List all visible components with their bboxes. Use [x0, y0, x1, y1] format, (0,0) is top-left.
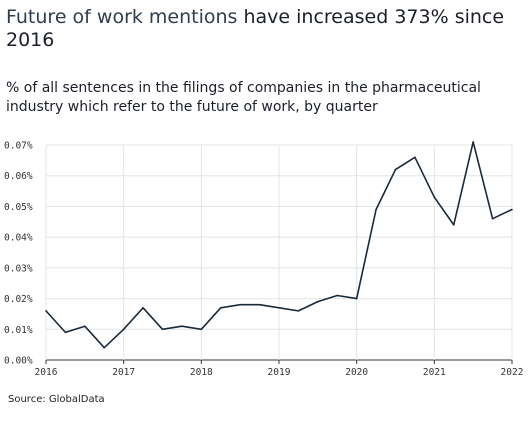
data-point — [239, 303, 241, 306]
data-point — [355, 297, 358, 300]
x-tick-label: 2021 — [423, 367, 446, 378]
x-tick: 2022 — [501, 367, 524, 378]
data-point — [122, 328, 125, 331]
x-tick: 2021 — [423, 367, 446, 378]
chart-title: Future of work mentions have increased 3… — [6, 6, 516, 52]
x-tick: 2020 — [345, 367, 368, 378]
data-point — [142, 306, 144, 309]
data-point — [317, 300, 319, 303]
data-point — [181, 325, 183, 328]
data-point — [491, 217, 494, 220]
data-point — [452, 224, 455, 226]
y-tick: 0.04% — [4, 233, 33, 244]
y-tick-label: 0.05% — [4, 202, 33, 213]
y-tick: 0.03% — [4, 263, 33, 274]
x-tick: 2018 — [190, 367, 213, 378]
x-tick-label: 2018 — [190, 367, 213, 378]
x-tick: 2017 — [112, 367, 135, 378]
data-point — [278, 306, 280, 309]
data-point — [219, 306, 222, 309]
y-tick-label: 0.02% — [4, 294, 33, 305]
x-tick-label: 2016 — [35, 367, 58, 378]
data-point — [297, 310, 300, 312]
y-tick-label: 0.06% — [4, 171, 33, 182]
axis-layer: 0.00% 0.01% 0.02% 0.03% 0.04% 0.05% 0.06% 0.07%… — [4, 141, 523, 379]
data-point — [258, 303, 261, 306]
series-layer — [45, 141, 513, 349]
grid-layer — [45, 144, 513, 361]
x-tick-label: 2020 — [345, 367, 368, 378]
chart-subtitle: % of all sentences in the filings of com… — [6, 80, 481, 115]
data-point — [433, 196, 436, 199]
data-point — [84, 325, 86, 328]
data-point — [414, 156, 416, 159]
data-point — [161, 328, 164, 331]
chart-title-rest: have increased 373% since 2016 — [6, 6, 505, 51]
chart-title-highlight: Future of work mentions — [6, 6, 238, 28]
x-tick-label: 2017 — [112, 367, 135, 378]
y-tick: 0.02% — [4, 294, 33, 305]
y-tick-label: 0.04% — [4, 233, 33, 244]
data-point — [394, 168, 397, 171]
y-tick-label: 0.01% — [4, 325, 33, 336]
y-tick-label: 0.07% — [4, 141, 33, 152]
data-point — [375, 208, 377, 211]
x-tick: 2016 — [35, 367, 58, 378]
y-tick-label: 0.03% — [4, 263, 33, 274]
data-point — [103, 346, 106, 349]
y-tick: 0.00% — [4, 356, 33, 367]
data-point — [511, 208, 513, 211]
x-tick-label: 2022 — [501, 367, 524, 378]
y-tick-label: 0.00% — [4, 356, 33, 367]
data-point — [472, 141, 474, 143]
source-note: Source: GlobalData — [8, 394, 105, 405]
y-tick: 0.01% — [4, 325, 33, 336]
x-tick: 2019 — [268, 367, 291, 378]
data-point — [200, 328, 203, 331]
y-tick: 0.05% — [4, 202, 33, 213]
data-point — [336, 294, 339, 297]
data-point — [45, 310, 47, 312]
data-point — [64, 331, 67, 334]
y-tick: 0.06% — [4, 171, 33, 182]
x-tick-label: 2019 — [268, 367, 291, 378]
y-tick: 0.07% — [4, 141, 33, 152]
